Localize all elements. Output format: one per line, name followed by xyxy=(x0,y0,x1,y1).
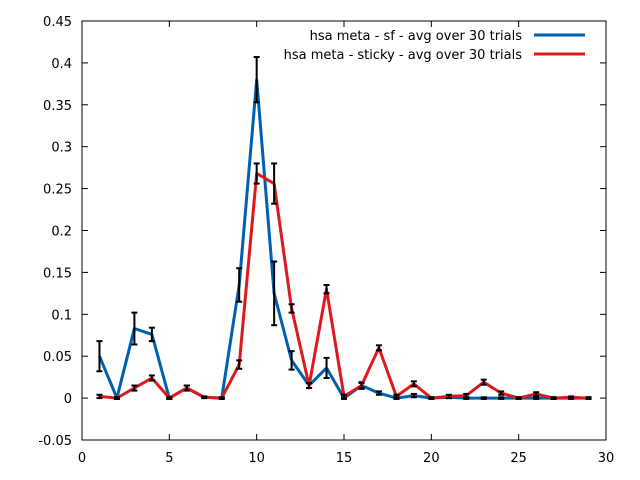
y-tick-label: 0.05 xyxy=(43,350,72,365)
legend-label: hsa meta - sticky - avg over 30 trials xyxy=(284,48,523,63)
series-2 xyxy=(96,162,592,400)
series-line xyxy=(98,78,589,400)
x-tick-label: 20 xyxy=(423,451,440,466)
axis-ticks: -0.05 0 0.05 0.1 0.15 0.2 0.25 0.3 0.35 0.4 0.45 0 5… xyxy=(38,15,614,466)
x-tick-label: 15 xyxy=(336,451,353,466)
y-tick-label: 0.3 xyxy=(51,141,72,156)
x-tick-label: 30 xyxy=(598,451,615,466)
y-tick-label: 0 xyxy=(64,392,72,407)
y-tick-label: 0.2 xyxy=(51,225,72,240)
y-tick-label: 0.1 xyxy=(51,308,72,323)
y-tick-label: 0.35 xyxy=(43,99,72,114)
y-tick-label: 0.4 xyxy=(51,57,72,72)
series-layer xyxy=(96,56,592,400)
x-tick-label: 10 xyxy=(248,451,265,466)
legend-label: hsa meta - sf - avg over 30 trials xyxy=(310,29,523,44)
legend: hsa meta - sf - avg over 30 trials hsa me… xyxy=(284,29,585,63)
y-tick-label: -0.05 xyxy=(38,434,72,449)
y-tick-label: 0.15 xyxy=(43,266,72,281)
series-1 xyxy=(96,56,592,400)
x-tick-label: 25 xyxy=(510,451,527,466)
y-tick-label: 0.25 xyxy=(43,183,72,198)
x-tick-label: 0 xyxy=(78,451,86,466)
y-tick-label: 0.45 xyxy=(43,15,72,30)
plot-frame xyxy=(81,20,607,441)
series-line xyxy=(99,172,589,400)
x-tick-label: 5 xyxy=(165,451,173,466)
